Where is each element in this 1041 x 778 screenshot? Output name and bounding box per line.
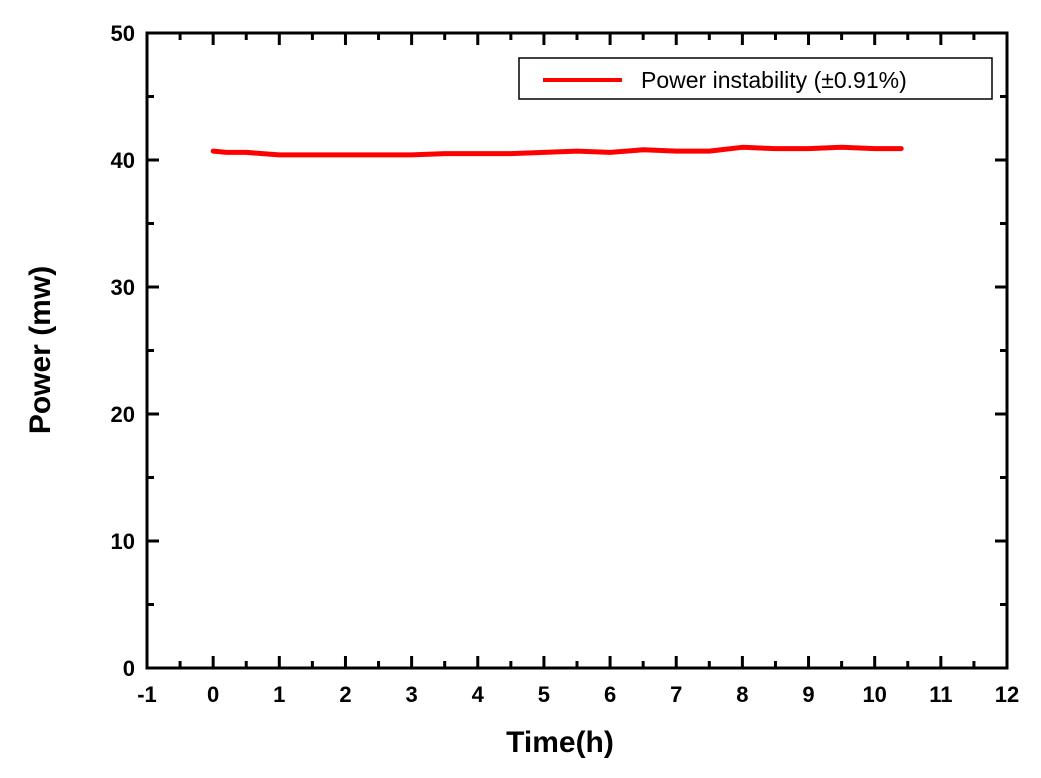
x-tick-label: 5 bbox=[538, 682, 550, 707]
y-tick-label: 30 bbox=[111, 275, 135, 300]
x-tick-label: 9 bbox=[802, 682, 814, 707]
y-tick-label: 50 bbox=[111, 21, 135, 46]
x-tick-label: 3 bbox=[405, 682, 417, 707]
legend: Power instability (±0.91%) bbox=[518, 57, 993, 100]
x-axis-title: Time(h) bbox=[506, 726, 614, 759]
x-tick-label: -1 bbox=[137, 682, 157, 707]
x-tick-label: 1 bbox=[273, 682, 285, 707]
axis-ticks bbox=[147, 33, 1007, 668]
x-tick-label: 4 bbox=[472, 682, 485, 707]
y-tick-label: 20 bbox=[111, 402, 135, 427]
x-tick-label: 11 bbox=[929, 682, 952, 707]
y-tick-label: 40 bbox=[111, 148, 135, 173]
x-tick-label: 2 bbox=[339, 682, 351, 707]
power-series-line bbox=[210, 144, 904, 158]
plot-frame bbox=[145, 31, 1009, 670]
x-tick-label: 7 bbox=[670, 682, 682, 707]
legend-label: Power instability (±0.91%) bbox=[641, 67, 907, 93]
x-tick-label: 6 bbox=[604, 682, 616, 707]
x-tick-label: 8 bbox=[736, 682, 748, 707]
x-tick-label: 0 bbox=[207, 682, 219, 707]
y-tick-label: 10 bbox=[111, 529, 135, 554]
x-tick-label: 12 bbox=[995, 682, 1019, 707]
y-axis-title: Power (mw) bbox=[24, 266, 57, 434]
x-tick-label: 10 bbox=[862, 682, 886, 707]
y-tick-label: 0 bbox=[123, 656, 135, 681]
